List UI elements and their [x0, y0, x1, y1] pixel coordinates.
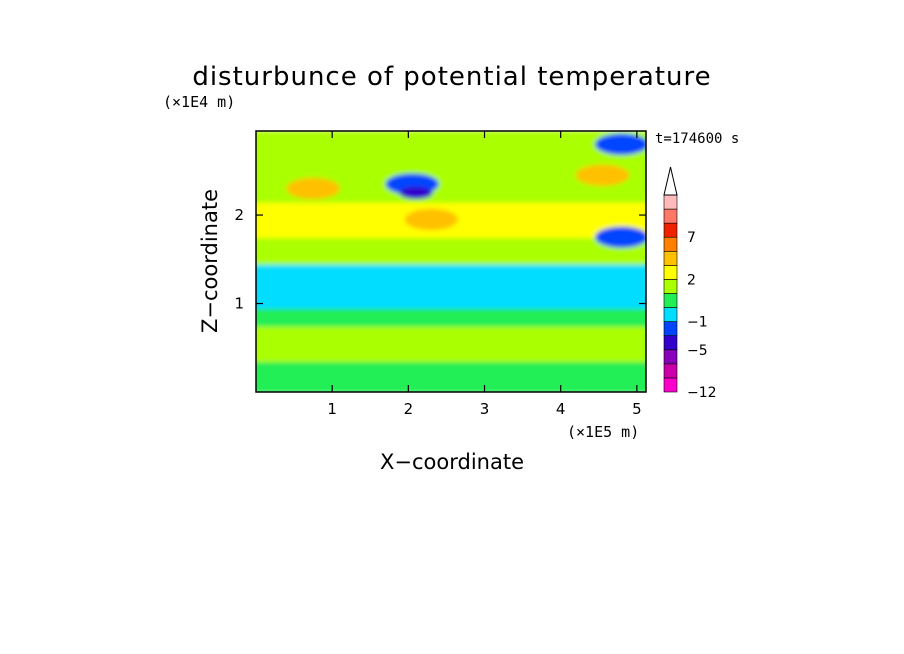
colorbar-tick-label: −5: [687, 343, 708, 359]
y-tick-label: 2: [234, 206, 244, 224]
y-axis-label: Z−coordinate: [198, 189, 222, 333]
field-feature: [286, 177, 340, 200]
colorbar-swatch: [663, 265, 678, 280]
colorbar-swatch: [663, 279, 678, 294]
chart-title: disturbunce of potential temperature: [192, 62, 711, 92]
field-layer: [256, 263, 646, 309]
colorbar-tick-label: −1: [687, 315, 708, 331]
field-feature: [575, 164, 630, 186]
colorbar-extend-arrow: [663, 166, 678, 196]
x-axis: 1 2 3 4 5: [327, 131, 642, 418]
x-units-label: (×1E5 m): [567, 423, 639, 441]
field-layer: [256, 237, 646, 265]
x-axis-label: X−coordinate: [380, 450, 524, 474]
field-feature: [594, 226, 646, 248]
colorbar-swatch: [663, 236, 678, 252]
colorbar-swatch: [663, 194, 678, 210]
colorbar-swatch: [663, 222, 678, 238]
colorbar-tick-label: 2: [687, 272, 696, 288]
x-tick-label: 2: [404, 400, 414, 418]
colorbar-swatch: [663, 335, 678, 351]
colorbar-swatch: [663, 307, 678, 322]
plot-frame: [255, 130, 647, 393]
colorbar-swatch: [663, 293, 678, 308]
colorbar-swatch: [663, 363, 678, 379]
y-units-label: (×1E4 m): [163, 93, 235, 111]
x-tick-label: 1: [327, 400, 337, 418]
field-feature: [594, 133, 646, 155]
colorbar-swatch: [663, 250, 678, 266]
colorbar-swatch: [663, 349, 678, 365]
x-tick-label: 3: [480, 400, 490, 418]
x-tick-label: 5: [632, 400, 642, 418]
x-tick-label: 4: [556, 400, 566, 418]
time-label: t=174600 s: [655, 131, 739, 147]
colorbar: −12−5−127: [663, 166, 717, 401]
field-feature: [399, 186, 433, 200]
contour-field: [256, 131, 646, 392]
field-layer: [256, 361, 646, 392]
colorbar-swatch: [663, 377, 678, 393]
y-tick-label: 1: [234, 295, 244, 313]
colorbar-swatch: [663, 208, 678, 224]
colorbar-swatch: [663, 321, 678, 337]
colorbar-tick-label: −12: [687, 385, 717, 401]
colorbar-tick-label: 7: [687, 230, 696, 246]
field-layer: [256, 307, 646, 327]
y-axis: 12: [234, 206, 646, 313]
field-layer: [256, 325, 646, 363]
field-feature: [404, 208, 458, 231]
